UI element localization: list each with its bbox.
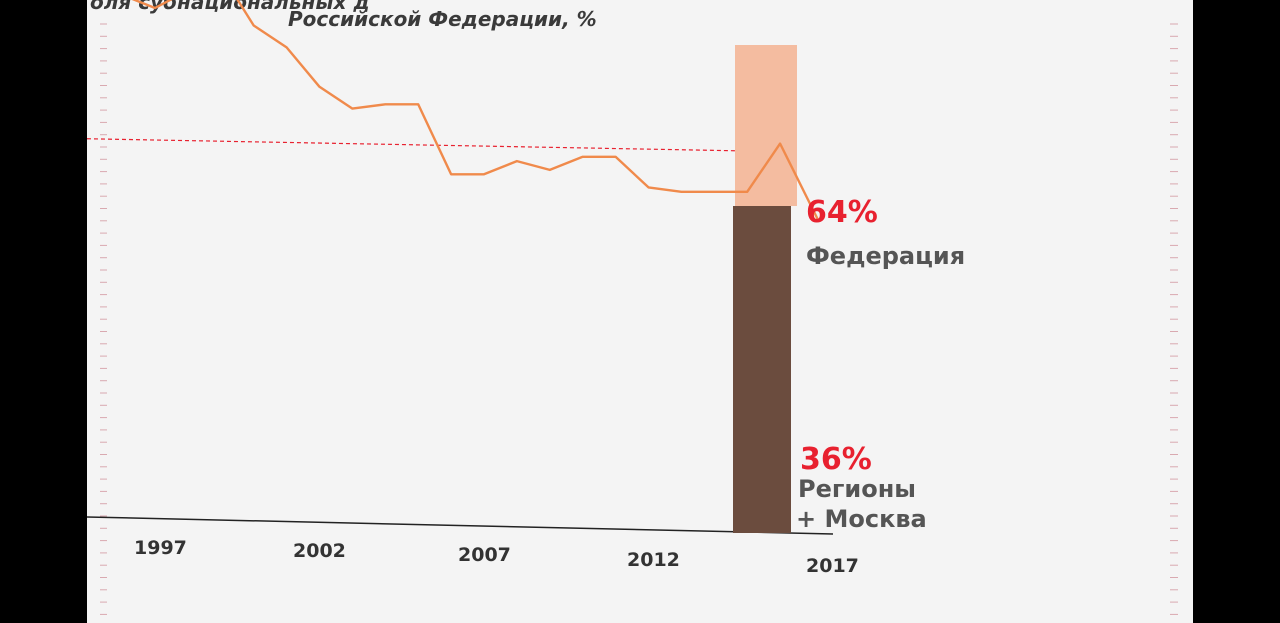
lower-percent-label: 36% bbox=[800, 442, 872, 477]
series-line bbox=[131, 0, 820, 221]
x-tick-label: 2002 bbox=[293, 540, 346, 562]
lower-category-label-line1: Регионы bbox=[798, 475, 916, 503]
bar-upper-federation bbox=[735, 45, 797, 206]
side-tick-marks bbox=[100, 23, 1178, 615]
x-tick-label: 1997 bbox=[134, 537, 187, 559]
x-tick-label: 2017 bbox=[806, 555, 859, 577]
reference-dashed-line bbox=[86, 138, 763, 152]
x-tick-label: 2007 bbox=[458, 544, 511, 566]
upper-percent-label: 64% bbox=[806, 195, 878, 230]
bar-lower-regions bbox=[733, 206, 791, 533]
x-tick-label: 2012 bbox=[627, 549, 680, 571]
chart-frame bbox=[87, 0, 1193, 623]
chart-title-line1: оля субнациональных д bbox=[90, 0, 369, 14]
plot-area: 1997 2002 2007 2012 2017 bbox=[86, 0, 859, 577]
upper-category-label: Федерация bbox=[806, 242, 965, 270]
chart-title-line2: Российской Федерации, % bbox=[288, 7, 597, 31]
x-axis-line bbox=[86, 516, 834, 535]
letterbox-left bbox=[0, 0, 87, 623]
lower-category-label-line2: + Москва bbox=[796, 505, 927, 533]
letterbox-right bbox=[1193, 0, 1280, 623]
